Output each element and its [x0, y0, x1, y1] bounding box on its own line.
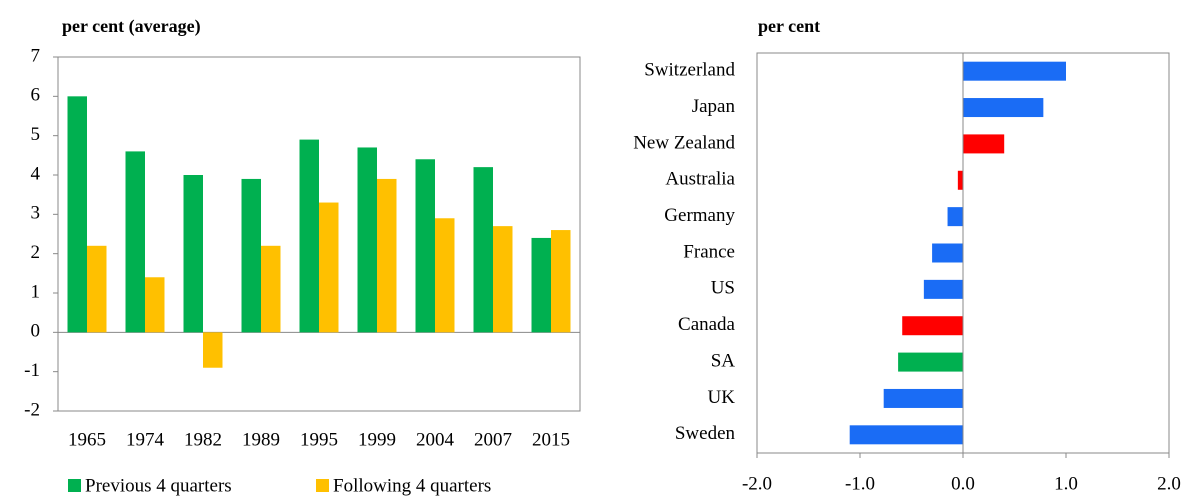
bar — [87, 245, 107, 333]
x-tick-label: 1989 — [242, 429, 280, 450]
y-tick-label: -1 — [24, 360, 40, 381]
bar — [183, 175, 203, 333]
bar — [551, 230, 571, 333]
y-tick-label: Sweden — [675, 423, 736, 444]
x-tick-label: 1995 — [300, 429, 338, 450]
bar — [963, 61, 1066, 81]
y-tick-label: -2 — [24, 399, 40, 420]
legend-swatch — [316, 479, 329, 492]
x-tick-label: 2007 — [474, 429, 512, 450]
x-tick-label: -2.0 — [742, 473, 772, 494]
bar — [357, 147, 377, 333]
y-tick-label: Canada — [678, 314, 736, 335]
x-tick-label: 1974 — [126, 429, 165, 450]
bar — [145, 277, 165, 333]
y-tick-label: 1 — [31, 281, 41, 302]
y-tick-label: 2 — [31, 242, 41, 263]
y-tick-label: 5 — [31, 124, 41, 145]
bar — [898, 352, 963, 372]
bar — [435, 218, 455, 333]
y-tick-label: Switzerland — [644, 60, 735, 81]
x-tick-label: 1999 — [358, 429, 396, 450]
bar — [849, 425, 963, 445]
bar — [415, 159, 435, 333]
y-tick-label: New Zealand — [633, 132, 735, 153]
x-tick-label: 0.0 — [951, 473, 975, 494]
x-tick-label: 1965 — [68, 429, 106, 450]
y-tick-label: Japan — [692, 96, 736, 117]
bar — [299, 139, 319, 333]
x-tick-label: 2004 — [416, 429, 455, 450]
legend-label: Following 4 quarters — [333, 475, 491, 496]
bar — [125, 151, 145, 333]
bar — [923, 279, 963, 299]
y-tick-label: 6 — [31, 85, 41, 106]
bar — [957, 170, 963, 190]
y-tick-label: UK — [708, 387, 736, 408]
bar — [67, 96, 87, 333]
x-tick-label: -1.0 — [845, 473, 875, 494]
chart-title: per cent — [758, 16, 820, 36]
bar — [932, 243, 963, 263]
bar — [963, 98, 1044, 118]
plot-area — [57, 56, 581, 412]
bar — [203, 332, 223, 368]
bar — [883, 388, 963, 408]
bar — [377, 178, 397, 333]
y-tick-label: SA — [711, 350, 736, 371]
y-tick-label: US — [711, 278, 735, 299]
y-tick-label: 4 — [31, 163, 41, 184]
y-tick-label: Germany — [664, 205, 735, 226]
x-tick-label: 2.0 — [1157, 473, 1181, 494]
bar — [473, 167, 493, 333]
bar — [947, 207, 963, 227]
x-tick-label: 1.0 — [1054, 473, 1078, 494]
bar — [241, 178, 261, 333]
bar — [493, 226, 513, 333]
y-tick-label: Australia — [665, 169, 735, 190]
bar — [531, 237, 551, 333]
bar — [319, 202, 339, 333]
y-tick-label: 7 — [31, 45, 41, 66]
bar — [261, 245, 281, 333]
y-tick-label: 0 — [31, 321, 41, 342]
bar — [963, 134, 1005, 154]
bar — [902, 316, 963, 336]
y-tick-label: France — [683, 241, 735, 262]
y-tick-label: 3 — [31, 203, 41, 224]
legend-label: Previous 4 quarters — [85, 475, 232, 496]
x-tick-label: 2015 — [532, 429, 570, 450]
legend-swatch — [68, 479, 81, 492]
x-tick-label: 1982 — [184, 429, 222, 450]
chart-title: per cent (average) — [62, 16, 201, 37]
